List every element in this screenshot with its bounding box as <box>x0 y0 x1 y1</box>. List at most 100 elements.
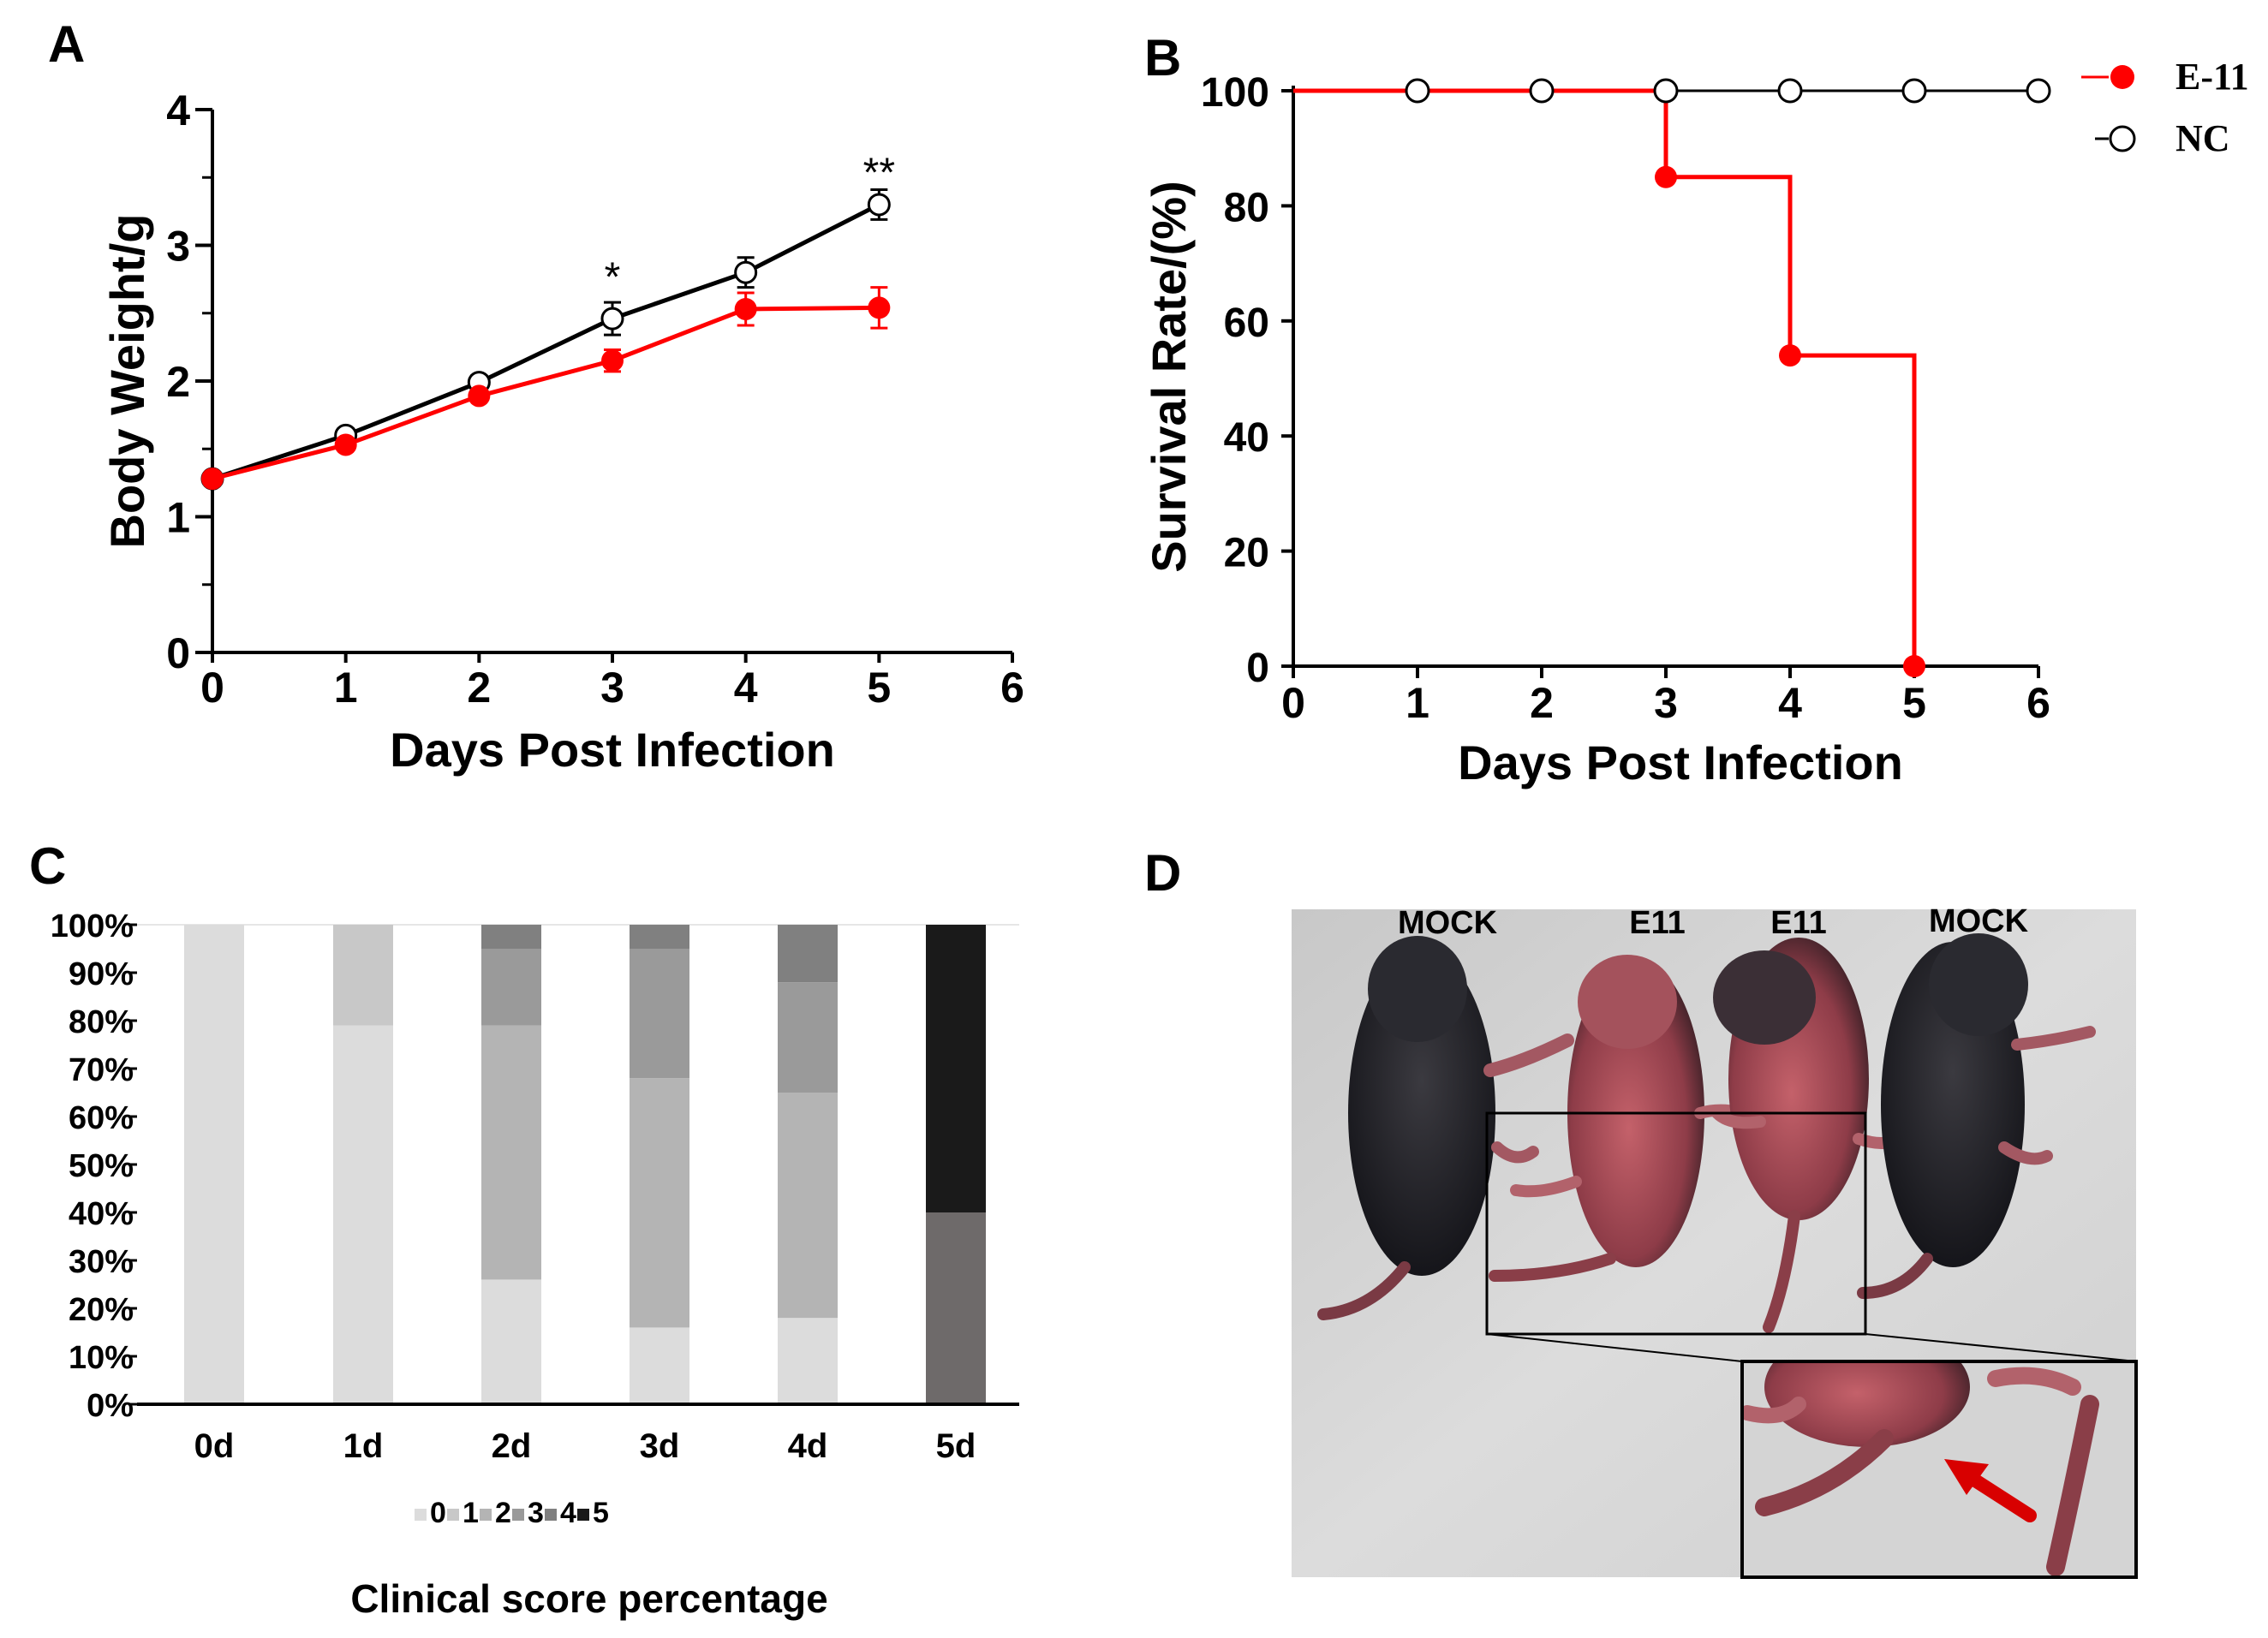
chart-c-bar-2d-score-3 <box>481 949 541 1026</box>
chart-c-ytick-label: 50% <box>69 1148 134 1184</box>
chart-b-xtick-label: 5 <box>1902 679 1926 727</box>
chart-a-ytick-label: 4 <box>166 86 190 134</box>
chart-c-ytick-label: 10% <box>69 1340 134 1376</box>
panel-label-d: D <box>1144 844 1181 902</box>
chart-c-ytick-label: 90% <box>69 956 134 992</box>
chart-a-significance: ** <box>863 150 895 195</box>
chart-b-legend: E-11 NC <box>2081 56 2249 159</box>
chart-c-legend-label: 3 <box>528 1497 544 1529</box>
panel-label-a: A <box>48 15 85 73</box>
chart-b-line-e11 <box>1293 88 1917 666</box>
chart-a-point-nc <box>734 260 758 284</box>
chart-c-xtick-label: 2d <box>492 1427 532 1465</box>
chart-c-bar-2d-score-4 <box>481 925 541 949</box>
chart-c-ytick-label: 60% <box>69 1100 134 1136</box>
chart-a-point-e11 <box>734 297 757 320</box>
chart-c-xtick-label: 5d <box>936 1427 976 1465</box>
chart-a-point-e11 <box>468 384 491 408</box>
chart-b-point-e11 <box>1779 344 1801 367</box>
chart-c-ytick-label: 0% <box>87 1388 134 1424</box>
legend-e11-marker <box>2110 65 2134 89</box>
chart-c-bar-0d-score-0 <box>184 925 244 1404</box>
chart-a-ytick-label: 1 <box>166 494 190 542</box>
chart-a-xtick-label: 3 <box>600 664 624 712</box>
red-arrow-icon <box>1944 1459 2037 1522</box>
chart-a-xtick-label: 0 <box>200 664 224 712</box>
chart-b-y-label: Survival Rate/(%) <box>1142 181 1196 573</box>
chart-a-ytick-label: 2 <box>166 358 190 406</box>
chart-c-bar-4d-score-2 <box>778 1093 838 1319</box>
chart-a-point-e11 <box>201 468 224 491</box>
chart-c-bar-3d-score-2 <box>630 1078 689 1328</box>
chart-b-xtick-label: 1 <box>1406 679 1429 727</box>
chart-b-xtick-label: 0 <box>1281 679 1305 727</box>
chart-c-bar-5d-score-4 <box>926 1212 986 1404</box>
chart-c-xtick-label: 1d <box>343 1427 384 1465</box>
chart-c-legend-label: 2 <box>495 1497 511 1529</box>
mouse-e11-right <box>1711 938 1903 1333</box>
chart-c-ytick-label: 40% <box>69 1196 134 1232</box>
chart-c-bar-3d-score-4 <box>630 925 689 949</box>
panel-label-c: C <box>29 837 66 895</box>
chart-a-xtick-label: 4 <box>734 664 758 712</box>
mouse-mock-right <box>1857 933 2096 1299</box>
chart-b-point-e11 <box>1655 165 1677 188</box>
chart-c-ytick-label: 80% <box>69 1004 134 1040</box>
chart-a-xtick-label: 1 <box>334 664 358 712</box>
chart-a-point-e11 <box>601 349 624 372</box>
chart-b-point-nc <box>1529 78 1555 104</box>
chart-b-point-nc <box>1653 78 1679 104</box>
chart-c-bar-3d-score-0 <box>630 1327 689 1404</box>
chart-c-legend-swatch <box>545 1509 557 1521</box>
chart-b-point-nc <box>1405 78 1430 104</box>
chart-c-legend-swatch <box>512 1509 524 1521</box>
chart-c-xtick-label: 4d <box>788 1427 828 1465</box>
chart-b-ytick-label: 80 <box>1224 185 1269 230</box>
chart-c-bar-1d-score-0 <box>333 1025 393 1404</box>
chart-b-ytick-label: 20 <box>1224 531 1269 576</box>
photo-label-mock-left: MOCK <box>1398 905 1498 941</box>
chart-b-ytick-label: 40 <box>1224 415 1269 461</box>
chart-c-bar-1d-score-1 <box>333 925 393 1026</box>
chart-b-xtick-label: 2 <box>1530 679 1554 727</box>
chart-b-xtick-label: 6 <box>2026 679 2050 727</box>
chart-b-point-nc <box>1901 78 1927 104</box>
photo-label-e11-left: E11 <box>1629 905 1686 941</box>
chart-b-x-label: Days Post Infection <box>1458 736 1903 789</box>
chart-a-line-e11 <box>212 305 880 481</box>
photo-label-e11-right: E11 <box>1770 905 1827 941</box>
zoom-region-box <box>1485 1111 1867 1336</box>
chart-c-bar-4d-score-4 <box>778 925 838 983</box>
chart-a-x-label: Days Post Infection <box>390 723 835 777</box>
zoom-inset-frame <box>1740 1360 2138 1579</box>
chart-a-point-e11 <box>868 296 891 319</box>
chart-a-y-label: Body Weight/g <box>100 214 154 549</box>
chart-b-xtick-label: 4 <box>1778 679 1802 727</box>
chart-c-title: Clinical score percentage <box>350 1576 827 1621</box>
legend-e11-label: E-11 <box>2175 56 2249 98</box>
legend-nc-marker <box>2109 125 2136 152</box>
panel-d-photo: MOCK E11 E11 MOCK <box>1292 903 2138 1579</box>
chart-c-legend-label: 4 <box>560 1497 576 1529</box>
chart-b-xtick-label: 3 <box>1654 679 1678 727</box>
chart-a-point-nc <box>600 307 624 331</box>
chart-a-xtick-label: 5 <box>867 664 891 712</box>
chart-a-xtick-label: 2 <box>467 664 491 712</box>
zoom-inset <box>1742 1361 2136 1577</box>
chart-b-ytick-label: 60 <box>1224 301 1269 346</box>
chart-b-point-e11 <box>1903 655 1925 677</box>
chart-b-ytick-label: 0 <box>1246 646 1269 691</box>
chart-b-ytick-label: 100 <box>1201 70 1269 116</box>
chart-c-legend-swatch <box>447 1509 459 1521</box>
zoom-connector-left <box>1486 1333 1743 1362</box>
chart-b-point-nc <box>2026 78 2051 104</box>
chart-a-significance: * <box>605 254 621 300</box>
legend-nc-label: NC <box>2175 117 2230 159</box>
chart-c-bar-4d-score-3 <box>778 982 838 1093</box>
chart-c-bar-5d-score-5 <box>926 925 986 1212</box>
chart-c-legend-label: 1 <box>463 1497 479 1529</box>
chart-a-xtick-label: 6 <box>1000 664 1024 712</box>
chart-b-survival: 0 20 40 60 80 100 0 1 2 3 4 5 6 Days Post Infection… <box>1142 56 2249 789</box>
